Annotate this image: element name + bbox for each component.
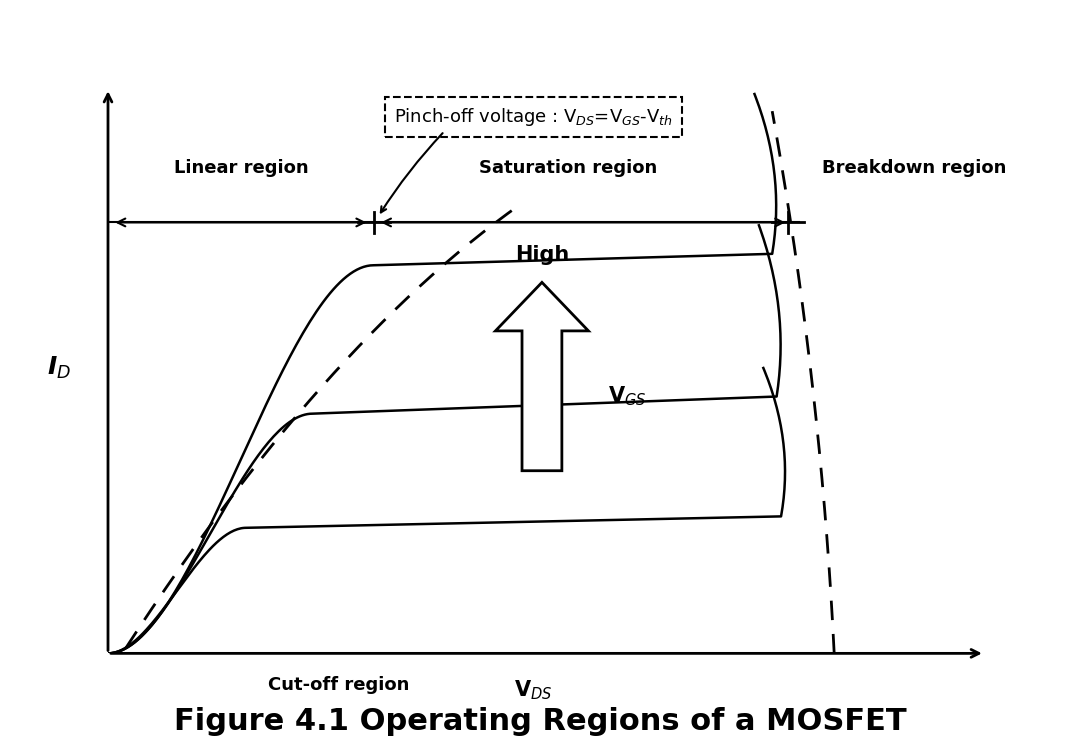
- Text: V$_{DS}$: V$_{DS}$: [514, 679, 552, 702]
- Text: Pinch-off voltage : V$_{DS}$=V$_{GS}$-V$_{th}$: Pinch-off voltage : V$_{DS}$=V$_{GS}$-V$…: [394, 106, 673, 128]
- Text: Cut-off region: Cut-off region: [268, 676, 409, 694]
- Text: High: High: [515, 246, 569, 265]
- Text: I$_D$: I$_D$: [48, 355, 71, 381]
- Text: Linear region: Linear region: [174, 159, 308, 177]
- Text: V$_{GS}$: V$_{GS}$: [608, 385, 647, 409]
- Text: Saturation region: Saturation region: [480, 159, 658, 177]
- FancyArrow shape: [496, 282, 589, 471]
- Text: Breakdown region: Breakdown region: [822, 159, 1007, 177]
- Text: Figure 4.1 Operating Regions of a MOSFET: Figure 4.1 Operating Regions of a MOSFET: [174, 707, 906, 736]
